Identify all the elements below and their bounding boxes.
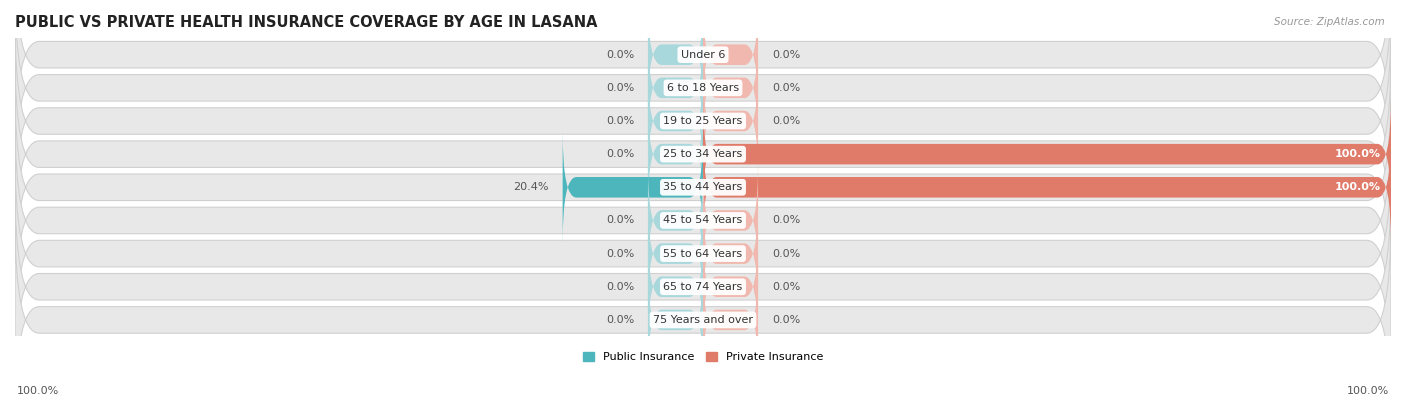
Text: 0.0%: 0.0%	[606, 315, 634, 325]
FancyBboxPatch shape	[15, 51, 1391, 257]
FancyBboxPatch shape	[15, 217, 1391, 413]
Text: 100.0%: 100.0%	[17, 387, 59, 396]
Text: 25 to 34 Years: 25 to 34 Years	[664, 149, 742, 159]
FancyBboxPatch shape	[703, 32, 758, 144]
Text: 100.0%: 100.0%	[1334, 149, 1381, 159]
FancyBboxPatch shape	[15, 118, 1391, 323]
FancyBboxPatch shape	[703, 131, 1391, 243]
Text: PUBLIC VS PRIVATE HEALTH INSURANCE COVERAGE BY AGE IN LASANA: PUBLIC VS PRIVATE HEALTH INSURANCE COVER…	[15, 15, 598, 30]
Text: Under 6: Under 6	[681, 50, 725, 60]
Text: 20.4%: 20.4%	[513, 182, 548, 192]
Text: 0.0%: 0.0%	[772, 282, 800, 292]
Text: 100.0%: 100.0%	[1347, 387, 1389, 396]
FancyBboxPatch shape	[15, 151, 1391, 356]
FancyBboxPatch shape	[703, 231, 758, 343]
Text: 45 to 54 Years: 45 to 54 Years	[664, 216, 742, 225]
Text: 75 Years and over: 75 Years and over	[652, 315, 754, 325]
Text: 100.0%: 100.0%	[1334, 182, 1381, 192]
FancyBboxPatch shape	[648, 231, 703, 343]
Text: 0.0%: 0.0%	[772, 315, 800, 325]
FancyBboxPatch shape	[15, 0, 1391, 157]
FancyBboxPatch shape	[562, 131, 703, 243]
Legend: Public Insurance, Private Insurance: Public Insurance, Private Insurance	[579, 347, 827, 367]
Text: 0.0%: 0.0%	[606, 282, 634, 292]
FancyBboxPatch shape	[15, 0, 1391, 191]
FancyBboxPatch shape	[648, 264, 703, 376]
Text: 0.0%: 0.0%	[772, 249, 800, 259]
FancyBboxPatch shape	[703, 65, 758, 177]
Text: 0.0%: 0.0%	[606, 83, 634, 93]
FancyBboxPatch shape	[15, 18, 1391, 224]
FancyBboxPatch shape	[703, 197, 758, 310]
Text: 19 to 25 Years: 19 to 25 Years	[664, 116, 742, 126]
Text: 0.0%: 0.0%	[606, 50, 634, 60]
FancyBboxPatch shape	[703, 264, 758, 376]
FancyBboxPatch shape	[703, 0, 758, 111]
Text: 0.0%: 0.0%	[772, 216, 800, 225]
Text: 0.0%: 0.0%	[606, 149, 634, 159]
FancyBboxPatch shape	[703, 164, 758, 276]
Text: 35 to 44 Years: 35 to 44 Years	[664, 182, 742, 192]
FancyBboxPatch shape	[703, 98, 1391, 210]
FancyBboxPatch shape	[648, 98, 703, 210]
Text: 6 to 18 Years: 6 to 18 Years	[666, 83, 740, 93]
FancyBboxPatch shape	[648, 197, 703, 310]
Text: 0.0%: 0.0%	[772, 116, 800, 126]
Text: 0.0%: 0.0%	[772, 83, 800, 93]
FancyBboxPatch shape	[15, 184, 1391, 389]
FancyBboxPatch shape	[648, 65, 703, 177]
Text: 55 to 64 Years: 55 to 64 Years	[664, 249, 742, 259]
Text: 65 to 74 Years: 65 to 74 Years	[664, 282, 742, 292]
Text: Source: ZipAtlas.com: Source: ZipAtlas.com	[1274, 17, 1385, 26]
Text: 0.0%: 0.0%	[606, 249, 634, 259]
FancyBboxPatch shape	[648, 32, 703, 144]
Text: 0.0%: 0.0%	[606, 216, 634, 225]
FancyBboxPatch shape	[15, 85, 1391, 290]
FancyBboxPatch shape	[648, 0, 703, 111]
Text: 0.0%: 0.0%	[772, 50, 800, 60]
Text: 0.0%: 0.0%	[606, 116, 634, 126]
FancyBboxPatch shape	[648, 164, 703, 276]
